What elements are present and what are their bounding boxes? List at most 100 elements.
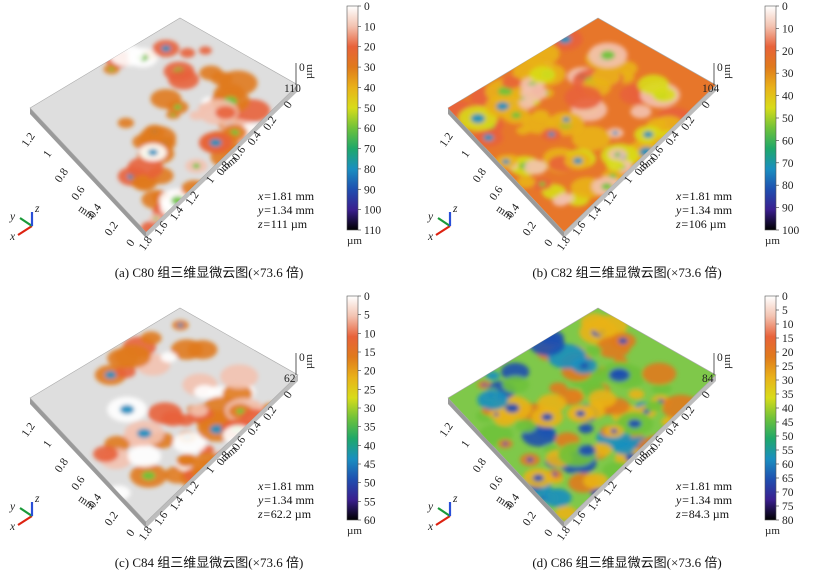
triad-y-label: y: [427, 501, 434, 513]
colorbar-tick: 60: [782, 135, 794, 147]
colorbar: [764, 5, 777, 231]
y-axis-tick: 0: [542, 527, 555, 539]
dimension-x: x=1.81 mm: [676, 479, 733, 493]
colorbar-tick: 80: [782, 515, 794, 527]
colorbar-tick: 10: [782, 23, 794, 35]
colorbar-tick: 0: [782, 291, 788, 303]
colorbar-tick: 40: [782, 91, 794, 103]
colorbar-tick: 70: [782, 487, 794, 499]
y-axis-tick: 1.2: [20, 421, 38, 440]
surface-plot-svg: 0104µm1.210.80.60.40.20mm1.81.61.41.210.…: [427, 1, 800, 253]
y-axis-tick: 0: [124, 237, 137, 249]
colorbar-tick: 70: [364, 144, 376, 156]
y-axis-tick: 0.6: [70, 474, 88, 493]
surface-panel-b: 0 104 µm 1.2 1 0.8 0.6 0.4 0.2 0 mm 1.8 1.6 1.4 1.2 1 0.…: [418, 0, 836, 290]
panel-caption: (b) C82 组三维显微云图(×73.6 倍): [532, 265, 722, 280]
surface-side-wall: [564, 375, 716, 528]
surface-side-wall: [30, 108, 146, 238]
z-axis-tick: 0: [717, 62, 723, 74]
colorbar-tick: 50: [364, 103, 376, 115]
axis-triad: xy z: [9, 203, 40, 243]
colorbar-tick: 5: [782, 305, 788, 317]
colorbar-tick: 20: [364, 42, 376, 54]
colorbar-tick: 40: [364, 82, 376, 94]
triad-y-label: y: [427, 211, 434, 223]
colorbar-tick: 55: [364, 496, 376, 508]
colorbar-tick: 50: [782, 113, 794, 125]
surface-panel-c: 0 62 µm 1.2 1 0.8 0.6 0.4 0.2 0 mm 1.8 1.6 1.4 1.2 1 0.8…: [0, 290, 418, 580]
colorbar-tick: 100: [364, 205, 382, 217]
triad-z-label: z: [34, 493, 40, 505]
triad-x-label: x: [9, 231, 16, 243]
y-axis-tick: 0.8: [471, 456, 489, 475]
surface-side-wall: [30, 398, 146, 528]
colorbar-tick: 20: [364, 366, 376, 378]
surface-plot-svg: 062µm1.210.80.60.40.20mm1.81.61.41.210.8…: [9, 291, 376, 543]
triad-z-label: z: [452, 203, 458, 215]
dimension-info: x=1.81 mm y=1.34 mm z=111 µm: [258, 189, 314, 231]
panel-caption: (d) C86 组三维显微云图(×73.6 倍): [532, 555, 722, 570]
z-axis-tick: 84: [702, 373, 714, 385]
y-axis-tick: 0.2: [521, 219, 539, 238]
z-axis-unit: µm: [303, 354, 315, 369]
x-axis-tick: 0: [282, 389, 295, 401]
x-axis-tick: 1: [622, 174, 635, 186]
colorbar-tick: 75: [782, 501, 794, 513]
colorbar-tick: 40: [782, 403, 794, 415]
colorbar-tick: 80: [782, 180, 794, 192]
y-axis-tick: 0: [124, 527, 137, 539]
x-axis-tick: 0: [700, 389, 713, 401]
colorbar-tick: 35: [782, 389, 794, 401]
surface-side-wall: [146, 85, 298, 238]
colorbar-tick: 40: [364, 440, 376, 452]
colorbar-tick: 25: [782, 361, 794, 373]
surface-side-wall: [146, 375, 298, 528]
y-axis-tick: 0.8: [53, 166, 71, 185]
colorbar-unit: µm: [347, 525, 362, 537]
z-axis-tick: 62: [284, 373, 296, 385]
colorbar-tick: 90: [782, 203, 794, 215]
triad-x-label: x: [427, 231, 434, 243]
x-axis-tick: 0: [700, 99, 713, 111]
y-axis-tick: 0.2: [103, 219, 121, 238]
colorbar-tick: 0: [364, 291, 370, 303]
colorbar-tick: 0: [364, 1, 370, 13]
dimension-y: y=1.34 mm: [676, 493, 733, 507]
x-axis-tick: 1: [204, 174, 217, 186]
z-axis-tick: 0: [299, 352, 305, 364]
x-axis-tick: 1.8: [555, 234, 573, 253]
surface-panel-a: 0 110 µm 1.2 1 0.8 0.6 0.4 0.2 0 mm 1.8 1.6 1.4 1.2 1 0.…: [0, 0, 418, 290]
colorbar-tick: 20: [782, 46, 794, 58]
y-axis-tick: 0.2: [103, 509, 121, 528]
colorbar-tick: 50: [364, 478, 376, 490]
colorbar: [764, 295, 777, 521]
z-axis-unit: µm: [721, 64, 733, 79]
colorbar-tick: 80: [364, 164, 376, 176]
y-axis-tick: 0.6: [488, 474, 506, 493]
colorbar-tick: 30: [364, 403, 376, 415]
dimension-y: y=1.34 mm: [258, 493, 315, 507]
colorbar-tick: 55: [782, 445, 794, 457]
surface-side-wall: [448, 108, 564, 238]
triad-y-label: y: [9, 211, 16, 223]
colorbar-tick: 10: [364, 328, 376, 340]
dimension-y: y=1.34 mm: [676, 203, 733, 217]
x-axis-tick: 0: [282, 99, 295, 111]
colorbar-tick: 30: [782, 68, 794, 80]
y-axis-tick: 1.2: [438, 131, 456, 150]
dimension-y: y=1.34 mm: [258, 203, 315, 217]
surface-side-wall: [564, 85, 716, 238]
dimension-z: z=106 µm: [676, 217, 727, 231]
panel-caption: (c) C84 组三维显微云图(×73.6 倍): [114, 555, 304, 570]
y-axis-tick: 1: [459, 148, 472, 160]
colorbar-tick: 15: [782, 333, 794, 345]
x-axis-tick: 1.8: [555, 524, 573, 543]
y-axis-tick: 0.6: [488, 184, 506, 203]
colorbar-unit: µm: [765, 235, 780, 247]
panel-caption: (a) C80 组三维显微云图(×73.6 倍): [114, 265, 304, 280]
colorbar-tick: 30: [782, 375, 794, 387]
z-axis-tick: 0: [299, 62, 305, 74]
dimension-z: z=111 µm: [258, 217, 308, 231]
dimension-x: x=1.81 mm: [258, 479, 315, 493]
colorbar-tick: 70: [782, 158, 794, 170]
